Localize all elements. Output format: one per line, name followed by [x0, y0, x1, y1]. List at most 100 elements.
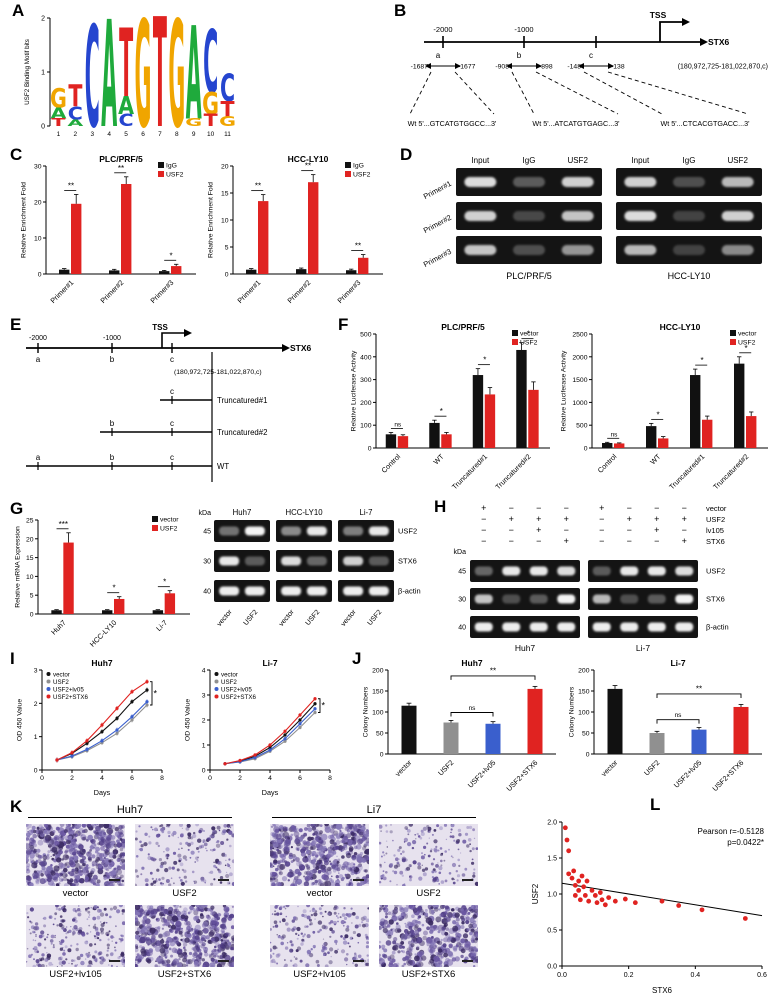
svg-text:-2000: -2000 [29, 335, 47, 342]
panel-d-label: D [400, 145, 413, 164]
svg-text:**: ** [696, 684, 702, 693]
svg-text:USF2: USF2 [160, 526, 178, 533]
svg-text:Truncatured#1: Truncatured#1 [217, 396, 267, 405]
svg-text:β-actin: β-actin [398, 587, 421, 596]
svg-text:0: 0 [586, 752, 590, 759]
svg-text:+: + [654, 514, 659, 524]
transwell-image-huh7-usf2 [133, 822, 236, 888]
svg-text:Truncatured#2: Truncatured#2 [217, 428, 267, 437]
svg-text:2: 2 [238, 775, 242, 782]
svg-text:Huh7: Huh7 [515, 643, 536, 653]
svg-text:Truncatured#2: Truncatured#2 [493, 452, 532, 491]
svg-text:500: 500 [360, 332, 372, 339]
svg-text:USF2: USF2 [520, 340, 538, 347]
panel-f-label: F [338, 315, 349, 334]
transwell-grid: vector USF2 USF2+lv105 USF2+STX6 [24, 821, 237, 980]
svg-text:+: + [564, 514, 569, 524]
svg-text:100: 100 [360, 423, 372, 430]
transwell-cell: vector [267, 821, 372, 899]
svg-text:USF2: USF2 [53, 679, 69, 686]
svg-text:-1687: -1687 [411, 64, 429, 71]
svg-text:−: − [599, 536, 604, 546]
svg-text:USF2: USF2 [305, 609, 322, 627]
colony-chart-li7: 0 50 100 150 200 Colony Numbers Li-7 vector USF2… [566, 656, 768, 798]
svg-text:Relative Luciferase Activity: Relative Luciferase Activity [561, 350, 568, 431]
svg-text:+: + [509, 514, 514, 524]
svg-text:ns: ns [611, 431, 619, 438]
transwell-cell: USF2+lv105 [25, 903, 126, 980]
svg-text:0.5: 0.5 [547, 928, 557, 935]
svg-text:HCC-LY10: HCC-LY10 [285, 508, 323, 517]
svg-text:Relative Enrichment Fold: Relative Enrichment Fold [21, 182, 28, 258]
transwell-label: USF2+STX6 [157, 969, 212, 980]
svg-text:β-actin: β-actin [706, 623, 729, 632]
svg-text:4: 4 [107, 131, 111, 138]
svg-text:3: 3 [90, 131, 94, 138]
svg-text:25: 25 [26, 518, 34, 525]
svg-text:Input: Input [471, 156, 490, 165]
svg-text:2: 2 [41, 16, 45, 23]
svg-text:PLC/PRF/5: PLC/PRF/5 [506, 271, 552, 281]
svg-text:USF2: USF2 [642, 758, 661, 777]
svg-text:−: − [509, 536, 514, 546]
svg-text:STX6: STX6 [706, 537, 725, 546]
svg-text:4: 4 [100, 775, 104, 782]
svg-text:C: C [220, 68, 235, 111]
svg-text:USF2: USF2 [738, 340, 756, 347]
panel-h-label: H [434, 497, 447, 516]
svg-text:0: 0 [30, 612, 34, 619]
svg-text:−: − [509, 503, 514, 513]
svg-text:2: 2 [202, 718, 206, 725]
svg-text:vector: vector [706, 504, 727, 513]
svg-text:A: A [50, 105, 66, 123]
svg-text:2: 2 [70, 775, 74, 782]
svg-text:1.5: 1.5 [547, 856, 557, 863]
svg-text:HCC-LY10: HCC-LY10 [660, 322, 701, 332]
svg-text:vector: vector [216, 608, 234, 628]
chip-gel-images: Input IgG USF2 PLC/PRF/5 Input IgG USF2 HCC-LY1… [406, 152, 772, 312]
chip-qpcr-chart-plcprf5: 0 10 20 30 Relative Enrichment Fold PLC/PRF/5… [18, 152, 200, 312]
panel-c-label: C [10, 145, 23, 164]
svg-text:−: − [627, 525, 632, 535]
svg-text:A: A [118, 92, 134, 120]
svg-text:−: − [627, 503, 632, 513]
svg-text:15: 15 [26, 555, 34, 562]
svg-text:5: 5 [124, 131, 128, 138]
svg-text:USF2+STX6: USF2+STX6 [53, 694, 88, 701]
svg-text:vector: vector [738, 331, 757, 338]
svg-text:T: T [68, 80, 82, 115]
svg-text:USF2+lv05: USF2+lv05 [221, 687, 252, 694]
transwell-group-li7: Li7 vector USF2 USF2+lv105 USF2+STX6 [267, 804, 481, 980]
svg-text:*: * [163, 578, 166, 587]
svg-text:0.4: 0.4 [690, 972, 700, 979]
transwell-label: USF2+STX6 [401, 969, 456, 980]
svg-text:+: + [481, 503, 486, 513]
svg-text:−: − [536, 503, 541, 513]
svg-text:Primer#1: Primer#1 [235, 278, 262, 305]
svg-text:+: + [627, 514, 632, 524]
svg-text:Control: Control [379, 452, 402, 475]
svg-text:−: − [481, 525, 486, 535]
svg-text:40: 40 [203, 589, 211, 596]
panel-k-label: K [10, 797, 23, 816]
svg-text:(180,972,725-181,022,870,c): (180,972,725-181,022,870,c) [678, 64, 768, 71]
svg-text:20: 20 [26, 536, 34, 543]
svg-text:G: G [202, 87, 219, 122]
svg-text:OD 450 Value: OD 450 Value [185, 699, 192, 741]
svg-text:−: − [654, 536, 659, 546]
svg-text:USF2: USF2 [567, 156, 588, 165]
svg-text:T: T [204, 112, 218, 131]
svg-text:**: ** [255, 182, 261, 191]
svg-text:Primer#3: Primer#3 [422, 247, 453, 269]
panel-a-label: A [12, 1, 25, 20]
svg-text:USF2: USF2 [166, 172, 184, 179]
svg-text:kDa: kDa [454, 549, 467, 556]
svg-text:lv105: lv105 [706, 526, 724, 535]
western-blot-rescue: + − − − + − − − vector − + + + − + + + USF2− − + − − − + − lv105−… [440, 500, 774, 654]
svg-text:USF2 Binding Motif bits: USF2 Binding Motif bits [24, 39, 31, 105]
svg-text:300: 300 [360, 377, 372, 384]
svg-text:0.0: 0.0 [557, 972, 567, 979]
svg-text:6: 6 [130, 775, 134, 782]
transwell-image-li7-usf2 [378, 822, 479, 888]
svg-text:*: * [322, 701, 326, 711]
